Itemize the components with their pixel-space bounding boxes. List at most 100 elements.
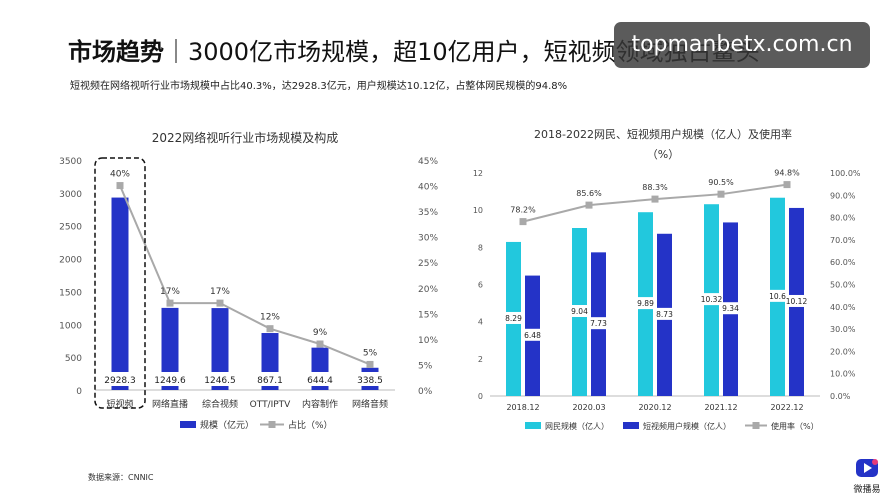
title-bold: 市场趋势 bbox=[68, 38, 164, 66]
chart1-share-point bbox=[266, 325, 274, 333]
chart2-category-label: 2020.12 bbox=[638, 403, 671, 412]
chart2-y-tick: 10 bbox=[473, 206, 483, 215]
chart1-y2-tick: 25% bbox=[418, 259, 438, 269]
chart1-y-tick: 3500 bbox=[59, 157, 82, 167]
chart2-title-line2: （%） bbox=[647, 148, 679, 161]
chart1-bar bbox=[211, 308, 229, 390]
chart2-y-tick: 8 bbox=[478, 243, 483, 252]
chart2-rate-label: 94.8% bbox=[774, 169, 800, 178]
user-scale-chart: 2018-2022网民、短视频用户规模（亿人）及使用率 （%） 0 2 4 6 8 10 12 0… bbox=[473, 127, 861, 431]
page-subtitle: 短视频在网络视听行业市场规模中占比40.3%，达2928.3亿元，用户规模达10… bbox=[70, 81, 568, 92]
chart2-rate-point bbox=[651, 195, 659, 203]
chart2-netizen-label: 8.29 bbox=[505, 314, 522, 323]
chart1-category-label: 短视频 bbox=[106, 398, 133, 410]
chart1-category-label: 内容制作 bbox=[302, 398, 338, 410]
chart1-category-label: 网络音频 bbox=[352, 398, 388, 410]
chart2-legend-rate-marker bbox=[752, 422, 760, 429]
chart1-legend-bar-label: 规模（亿元） bbox=[200, 419, 254, 431]
chart2-y2-tick: 70.0% bbox=[830, 236, 856, 245]
chart1-value-label: 867.1 bbox=[257, 376, 283, 386]
watermark-banner: topmanbetx.com.cn bbox=[614, 22, 870, 68]
chart2-y2-tick: 80.0% bbox=[830, 214, 856, 223]
chart2-legend-shortvideo-label: 短视频用户规模（亿人） bbox=[643, 421, 731, 431]
chart1-value-label-bg bbox=[150, 372, 190, 386]
chart2-shortvideo-label: 9.34 bbox=[722, 304, 739, 313]
chart1-share-point bbox=[316, 340, 324, 348]
chart1-y-tick: 1000 bbox=[59, 321, 82, 331]
chart1-category-label: OTT/IPTV bbox=[250, 400, 292, 410]
chart2-shortvideo-label-bg bbox=[787, 294, 806, 307]
chart1-value-label-bg bbox=[300, 372, 340, 386]
chart2-netizen-label-bg bbox=[504, 311, 523, 324]
chart2-shortvideo-label-bg bbox=[721, 302, 740, 315]
chart2-shortvideo-label-bg bbox=[589, 317, 608, 330]
chart2-shortvideo-label-bg bbox=[523, 328, 542, 341]
chart2-y-tick: 0 bbox=[478, 392, 483, 401]
chart2-shortvideo-label-bg bbox=[655, 307, 674, 320]
chart2-legend-netizen-swatch bbox=[525, 422, 541, 429]
chart2-rate-label: 85.6% bbox=[576, 189, 602, 198]
chart1-share-point bbox=[116, 182, 124, 190]
chart1-legend-bar-swatch bbox=[180, 421, 196, 428]
chart1-highlight-box bbox=[94, 157, 146, 409]
chart2-y2-tick: 90.0% bbox=[830, 191, 856, 200]
chart1-legend-line-label: 占比（%） bbox=[288, 419, 333, 431]
chart1-share-line bbox=[119, 185, 371, 366]
chart1-title: 2022网络视听行业市场规模及构成 bbox=[152, 130, 339, 145]
chart1-value-label-bg bbox=[250, 372, 290, 386]
chart2-category-label: 2018.12 bbox=[506, 403, 539, 412]
chart1-y-tick: 2000 bbox=[59, 256, 82, 266]
chart1-value-label: 644.4 bbox=[307, 376, 333, 386]
chart2-y-tick: 2 bbox=[478, 355, 483, 364]
chart1-y2-tick: 0% bbox=[418, 387, 433, 397]
chart2-legend-shortvideo-swatch bbox=[623, 422, 639, 429]
chart1-y2-tick: 10% bbox=[418, 336, 438, 346]
chart2-y-tick: 6 bbox=[478, 281, 483, 290]
chart1-category-label: 网络直播 bbox=[152, 398, 188, 410]
chart2-category-label: 2021.12 bbox=[704, 403, 737, 412]
chart1-category-label: 综合视频 bbox=[202, 398, 238, 410]
chart1-value-label: 2928.3 bbox=[104, 376, 136, 386]
chart2-y-tick: 4 bbox=[478, 318, 483, 327]
chart2-y2-tick: 10.0% bbox=[830, 370, 856, 379]
chart1-y-tick: 1500 bbox=[59, 288, 82, 298]
chart2-netizen-label: 10.6 bbox=[769, 292, 786, 301]
chart1-y-tick: 2500 bbox=[59, 223, 82, 233]
chart2-category-label: 2022.12 bbox=[770, 403, 803, 412]
chart2-y2-tick: 100.0% bbox=[830, 169, 861, 178]
chart2-rate-point bbox=[585, 201, 593, 209]
chart2-netizen-label: 10.32 bbox=[701, 295, 723, 304]
chart2-shortvideo-label: 7.73 bbox=[590, 319, 607, 328]
chart2-netizen-label-bg bbox=[570, 305, 589, 318]
chart2-shortvideo-label: 10.12 bbox=[786, 297, 808, 306]
chart1-bar bbox=[111, 197, 129, 390]
chart2-rate-label: 78.2% bbox=[510, 206, 536, 215]
chart2-netizen-label-bg bbox=[768, 289, 787, 302]
chart2-rate-point bbox=[519, 218, 527, 226]
chart1-y-tick: 500 bbox=[65, 354, 82, 364]
chart2-y2-tick: 60.0% bbox=[830, 258, 856, 267]
chart2-y2-tick: 20.0% bbox=[830, 347, 856, 356]
chart1-y2-tick: 30% bbox=[418, 234, 438, 244]
chart1-legend-line-marker bbox=[268, 421, 276, 428]
chart1-y2-tick: 20% bbox=[418, 285, 438, 295]
chart1-share-point bbox=[216, 299, 224, 307]
chart2-y2-tick: 0.0% bbox=[830, 392, 851, 401]
chart2-title-line1: 2018-2022网民、短视频用户规模（亿人）及使用率 bbox=[534, 127, 792, 141]
chart1-value-label: 1246.5 bbox=[204, 376, 236, 386]
chart1-share-label: 17% bbox=[210, 287, 230, 297]
chart1-share-label: 5% bbox=[363, 348, 378, 358]
chart2-shortvideo-label: 6.48 bbox=[524, 331, 541, 340]
chart1-y-tick: 3000 bbox=[59, 190, 82, 200]
chart2-netizen-label-bg bbox=[702, 293, 721, 306]
chart1-share-label: 17% bbox=[160, 287, 180, 297]
logo-text: 微播易 bbox=[853, 485, 881, 495]
chart1-y2-tick: 45% bbox=[418, 157, 438, 167]
chart2-legend-rate-label: 使用率（%） bbox=[771, 421, 819, 431]
chart1-y-tick: 0 bbox=[76, 387, 82, 397]
chart2-netizen-label: 9.04 bbox=[571, 307, 588, 316]
chart1-value-label-bg bbox=[200, 372, 240, 386]
chart1-share-point bbox=[166, 299, 174, 307]
chart2-rate-label: 88.3% bbox=[642, 183, 668, 192]
chart2-netizen-label-bg bbox=[636, 297, 655, 310]
